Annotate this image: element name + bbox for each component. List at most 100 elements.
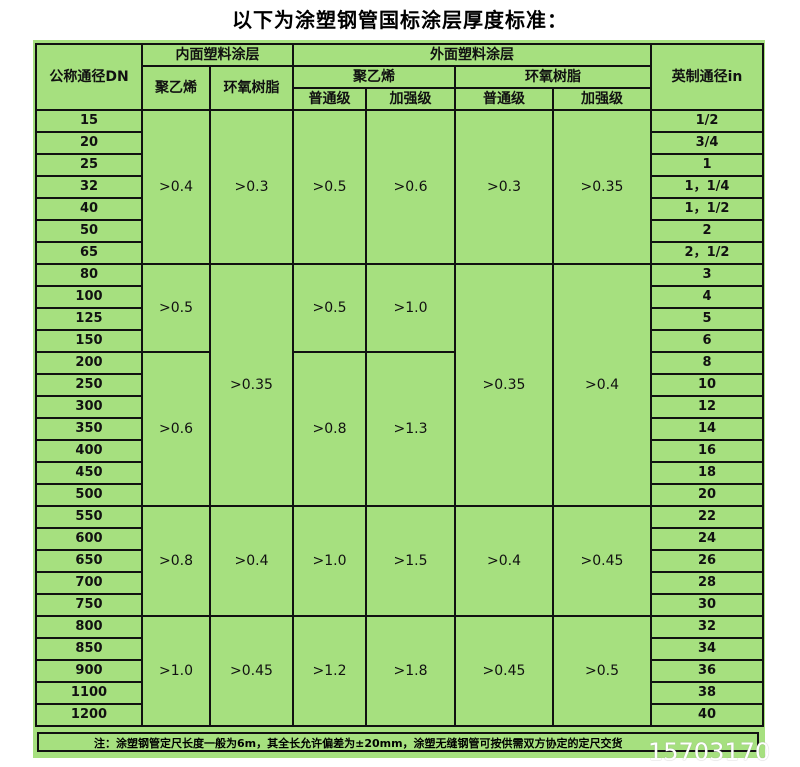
inch-cell: 32 [650,615,764,639]
table-row: 25 1 [35,153,764,177]
inch-cell: 36 [650,659,764,683]
outer-pe-reinforced-value: >1.5 [365,505,456,617]
inch-cell: 5 [650,307,764,331]
inch-cell: 14 [650,417,764,441]
page-title: 以下为涂塑钢管国标涂层厚度标准： [232,8,568,32]
table-row: 125 5 [35,307,764,331]
outer-pe-normal-value: >0.8 [292,351,367,507]
table-row: 40 1，1/2 [35,197,764,221]
inch-cell: 2，1/2 [650,241,764,265]
header-outer-pe: 聚乙烯 [292,65,456,89]
outer-pe-normal-value: >0.5 [292,263,367,353]
inch-cell: 20 [650,483,764,507]
outer-epoxy-reinforced-value: >0.5 [552,615,652,727]
inch-cell: 1/2 [650,109,764,133]
header-inch: 英制通径in [650,43,764,111]
table-row: 250 10 [35,373,764,397]
dn-cell: 40 [35,197,143,221]
inch-cell: 38 [650,681,764,705]
dn-cell: 250 [35,373,143,397]
inch-cell: 2 [650,219,764,243]
table-row: 200 >0.6 >0.8 >1.3 8 [35,351,764,507]
header-epoxy-normal: 普通级 [454,87,554,111]
inch-cell: 8 [650,351,764,375]
inch-cell: 6 [650,329,764,353]
dn-cell: 125 [35,307,143,331]
inch-cell: 10 [650,373,764,397]
header-inner-epoxy: 环氧树脂 [209,65,294,111]
dn-cell: 550 [35,505,143,529]
table-row: 80 >0.5 >0.35 >0.5 >1.0 >0.35 >0.4 3 [35,263,764,507]
dn-cell: 1200 [35,703,143,727]
inch-cell: 4 [650,285,764,309]
table-row: 850 34 [35,637,764,661]
table-row: 400 16 [35,439,764,463]
dn-cell: 1100 [35,681,143,705]
table-row: 100 4 [35,285,764,309]
table-row: 50 2 [35,219,764,243]
table-row: 900 36 [35,659,764,683]
table-row: 150 6 [35,329,764,353]
inner-epoxy-value: >0.45 [209,615,294,727]
inch-cell: 1，1/2 [650,197,764,221]
header-outer-coating: 外面塑料涂层 [292,43,652,67]
dn-cell: 150 [35,329,143,353]
dn-cell: 500 [35,483,143,507]
header-epoxy-reinforced: 加强级 [552,87,652,111]
outer-epoxy-reinforced-value: >0.35 [552,109,652,265]
dn-cell: 400 [35,439,143,463]
outer-epoxy-reinforced-value: >0.4 [552,263,652,507]
outer-pe-reinforced-value: >1.8 [365,615,456,727]
inch-cell: 16 [650,439,764,463]
inch-cell: 1，1/4 [650,175,764,199]
dn-cell: 20 [35,131,143,155]
table-row: 550 >0.8 >0.4 >1.0 >1.5 >0.4 >0.45 22 [35,505,764,617]
inch-cell: 1 [650,153,764,177]
outer-epoxy-reinforced-value: >0.45 [552,505,652,617]
outer-epoxy-normal-value: >0.3 [454,109,554,265]
table-row: 65 2，1/2 [35,241,764,265]
dn-cell: 100 [35,285,143,309]
inch-cell: 24 [650,527,764,551]
inch-cell: 18 [650,461,764,485]
outer-pe-reinforced-value: >1.0 [365,263,456,353]
dn-cell: 450 [35,461,143,485]
dn-cell: 700 [35,571,143,595]
inner-epoxy-value: >0.3 [209,109,294,265]
dn-cell: 50 [35,219,143,243]
dn-cell: 80 [35,263,143,287]
table-row: 300 12 [35,395,764,419]
outer-pe-reinforced-value: >0.6 [365,109,456,265]
inch-cell: 22 [650,505,764,529]
dn-cell: 25 [35,153,143,177]
dn-cell: 600 [35,527,143,551]
outer-epoxy-normal-value: >0.45 [454,615,554,727]
header-pe-normal: 普通级 [292,87,367,111]
header-pe-reinforced: 加强级 [365,87,456,111]
table-row: 350 14 [35,417,764,441]
dn-cell: 650 [35,549,143,573]
header-inner-pe: 聚乙烯 [141,65,211,111]
dn-cell: 65 [35,241,143,265]
inch-cell: 26 [650,549,764,573]
outer-epoxy-normal-value: >0.4 [454,505,554,617]
header-dn: 公称通径DN [35,43,143,111]
standards-table: 公称通径DN 内面塑料涂层 外面塑料涂层 英制通径in 聚乙烯 环氧树脂 聚乙烯… [35,43,764,727]
inner-epoxy-value: >0.35 [209,263,294,507]
outer-pe-reinforced-value: >1.3 [365,351,456,507]
inner-pe-value: >0.8 [141,505,211,617]
outer-pe-normal-value: >1.2 [292,615,367,727]
dn-cell: 300 [35,395,143,419]
inch-cell: 3/4 [650,131,764,155]
dn-cell: 200 [35,351,143,375]
inner-pe-value: >0.4 [141,109,211,265]
table-row: 20 3/4 [35,131,764,155]
outer-pe-normal-value: >0.5 [292,109,367,265]
inner-pe-value: >1.0 [141,615,211,727]
footnote: 注：涂塑钢管定尺长度一般为6m，其全长允许偏差为±20mm，涂塑无缝钢管可按供需… [37,732,759,752]
outer-pe-normal-value: >1.0 [292,505,367,617]
inch-cell: 40 [650,703,764,727]
table-row: 700 28 [35,571,764,595]
dn-cell: 850 [35,637,143,661]
inner-epoxy-value: >0.4 [209,505,294,617]
